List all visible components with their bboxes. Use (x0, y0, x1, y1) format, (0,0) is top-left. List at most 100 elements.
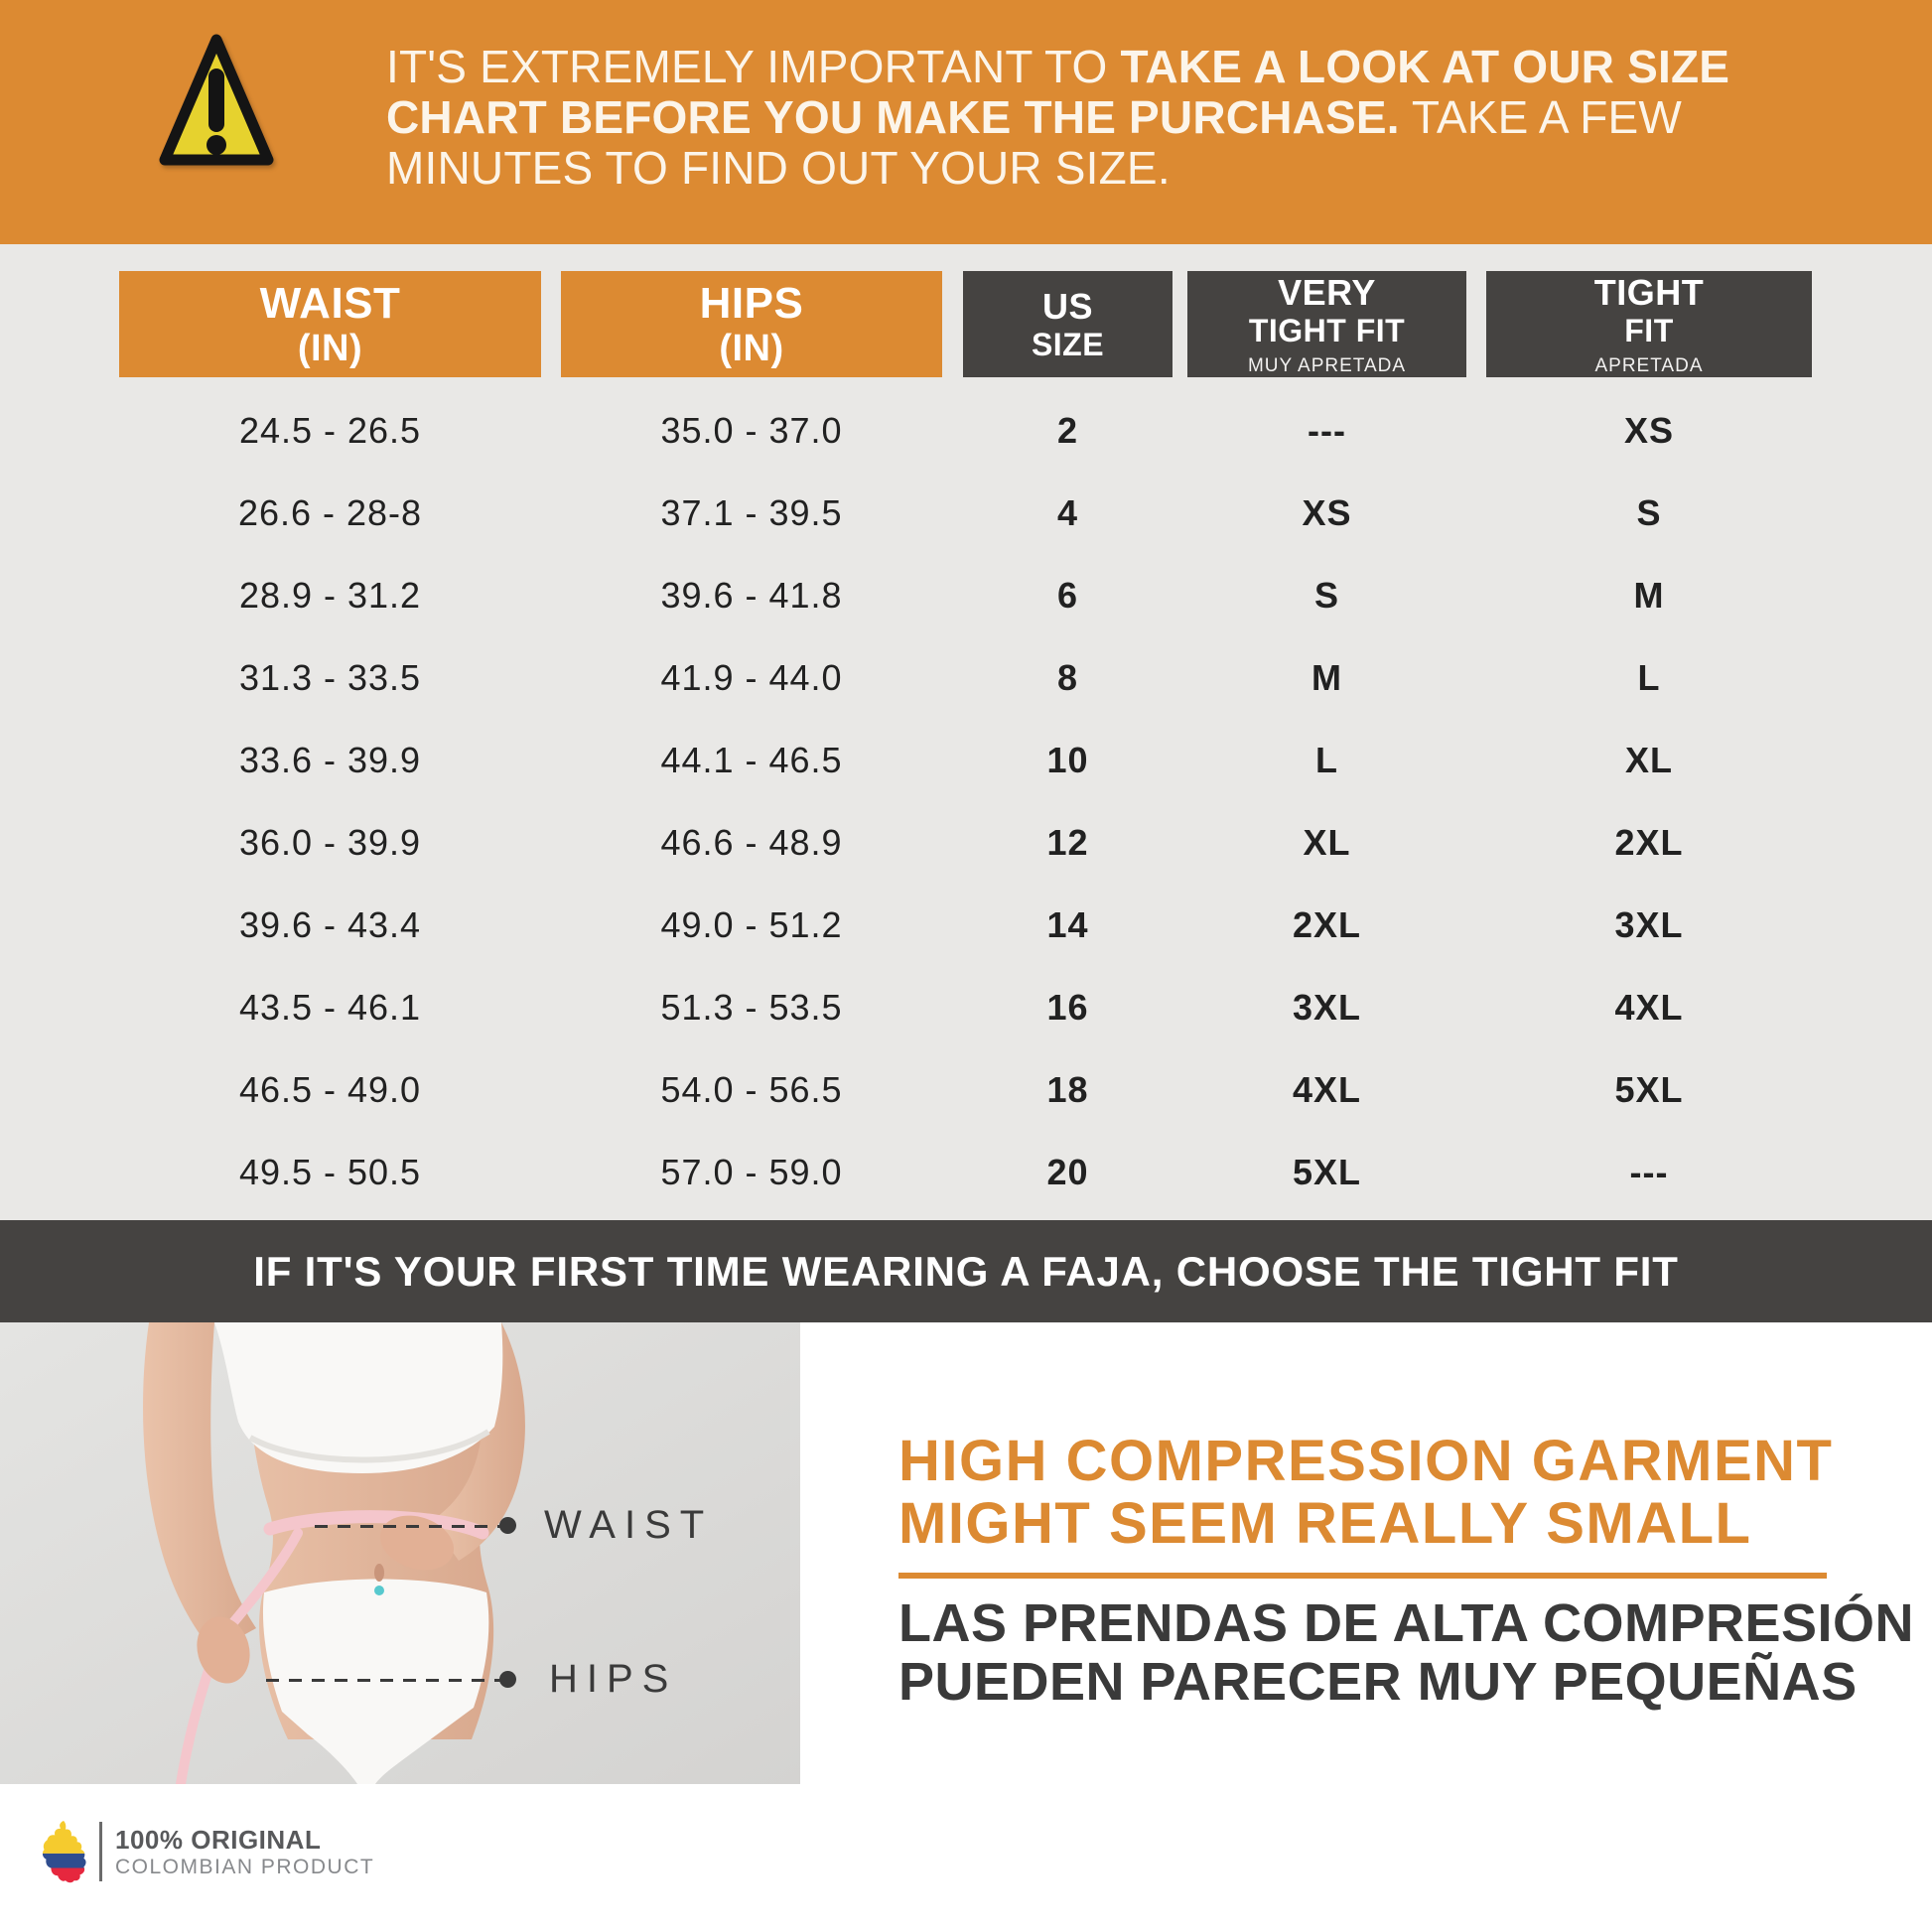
table-cell: 41.9 - 44.0 (660, 656, 843, 698)
measurement-section: WAIST HIPS HIGH COMPRESSION GARMENT MIGH… (0, 1322, 1932, 1932)
banner-text-line: MINUTES TO FIND OUT YOUR SIZE. (386, 143, 1729, 194)
header-label: (IN) (297, 327, 363, 369)
table-cell: XS (1302, 491, 1352, 533)
table-cell: 4XL (1614, 986, 1684, 1028)
table-row: 24.5 - 26.5 35.0 - 37.0 2 --- XS (0, 389, 1932, 472)
hips-label: HIPS (549, 1657, 678, 1701)
compression-title-line2: MIGHT SEEM REALLY SMALL (898, 1491, 1752, 1556)
first-time-banner-text: IF IT'S YOUR FIRST TIME WEARING A FAJA, … (253, 1247, 1679, 1295)
table-cell: 5XL (1292, 1151, 1362, 1192)
table-cell: 12 (1046, 821, 1089, 863)
table-cell: 46.5 - 49.0 (238, 1068, 422, 1110)
table-cell: 10 (1046, 739, 1089, 780)
table-cell: M (1633, 574, 1665, 616)
table-row: 43.5 - 46.1 51.3 - 53.5 16 3XL 4XL (0, 966, 1932, 1048)
banner-text-segment: TAKE A LOOK AT OUR SIZE (1120, 41, 1730, 92)
header-label: SIZE (1031, 326, 1105, 362)
banner-text-segment: TAKE A FEW (1399, 91, 1683, 143)
waist-callout-line (315, 1525, 503, 1528)
table-cell: XS (1623, 409, 1675, 451)
banner-text-segment: CHART BEFORE YOU MAKE THE PURCHASE. (386, 91, 1400, 143)
header-label: FIT (1624, 312, 1674, 348)
warning-triangle-icon (159, 34, 274, 166)
banner-text-segment: IT'S EXTREMELY IMPORTANT TO (386, 41, 1121, 92)
table-cell: L (1315, 739, 1338, 780)
column-header-us: US SIZE (963, 271, 1173, 377)
header-subtitle: APRETADA (1594, 354, 1704, 376)
compression-title-line1: HIGH COMPRESSION GARMENT (898, 1429, 1834, 1493)
table-row: 28.9 - 31.2 39.6 - 41.8 6 S M (0, 554, 1932, 636)
hips-callout-dot (499, 1671, 516, 1688)
table-cell: 51.3 - 53.5 (660, 986, 843, 1028)
table-row: 31.3 - 33.5 41.9 - 44.0 8 M L (0, 636, 1932, 719)
header-label: VERY (1278, 271, 1376, 313)
table-cell: 2XL (1292, 903, 1362, 945)
table-cell: 26.6 - 28-8 (237, 491, 423, 533)
table-cell: 33.6 - 39.9 (238, 739, 422, 780)
table-cell: 24.5 - 26.5 (238, 409, 422, 451)
table-cell: 2 (1056, 409, 1079, 451)
banner-text-line: CHART BEFORE YOU MAKE THE PURCHASE. TAKE… (386, 92, 1729, 143)
table-row: 49.5 - 50.5 57.0 - 59.0 20 5XL --- (0, 1131, 1932, 1213)
table-cell: 54.0 - 56.5 (660, 1068, 843, 1110)
orange-divider (898, 1573, 1827, 1579)
header-label: WAIST (259, 278, 401, 328)
table-cell: 8 (1056, 656, 1079, 698)
table-cell: 4XL (1292, 1068, 1362, 1110)
waist-label: WAIST (544, 1503, 714, 1547)
table-cell: 28.9 - 31.2 (238, 574, 422, 616)
table-row: 46.5 - 49.0 54.0 - 56.5 18 4XL 5XL (0, 1048, 1932, 1131)
first-time-banner: IF IT'S YOUR FIRST TIME WEARING A FAJA, … (0, 1220, 1932, 1322)
table-cell: M (1311, 656, 1342, 698)
table-cell: 39.6 - 43.4 (238, 903, 422, 945)
table-cell: 16 (1046, 986, 1089, 1028)
header-label: (IN) (719, 327, 784, 369)
table-cell: XL (1303, 821, 1351, 863)
table-cell: 46.6 - 48.9 (660, 821, 843, 863)
column-header-tight: TIGHT FIT APRETADA (1486, 271, 1812, 377)
table-cell: 20 (1046, 1151, 1089, 1192)
table-cell: 3XL (1292, 986, 1362, 1028)
header-label: US (1041, 285, 1093, 327)
colombia-map-icon (42, 1820, 86, 1883)
table-cell: S (1636, 491, 1662, 533)
banner-text-segment: MINUTES TO FIND OUT YOUR SIZE. (386, 142, 1171, 194)
table-cell: --- (1629, 1151, 1669, 1192)
table-cell: 44.1 - 46.5 (660, 739, 843, 780)
table-cell: 43.5 - 46.1 (238, 986, 422, 1028)
column-header-hips: HIPS (IN) (561, 271, 942, 377)
hips-callout-line (266, 1679, 504, 1682)
woman-measuring-illustration (0, 1322, 800, 1784)
table-cell: 31.3 - 33.5 (238, 656, 422, 698)
logo-text: 100% ORIGINAL COLOMBIAN PRODUCT (115, 1825, 374, 1879)
table-cell: 49.5 - 50.5 (238, 1151, 422, 1192)
table-cell: 5XL (1614, 1068, 1684, 1110)
table-cell: 3XL (1614, 903, 1684, 945)
compression-note: HIGH COMPRESSION GARMENT MIGHT SEEM REAL… (898, 1429, 1914, 1712)
waist-callout-dot (499, 1517, 516, 1534)
measurement-photo: WAIST HIPS (0, 1322, 800, 1784)
table-cell: L (1637, 656, 1661, 698)
banner-text-line: IT'S EXTREMELY IMPORTANT TO TAKE A LOOK … (386, 42, 1729, 92)
table-row: 33.6 - 39.9 44.1 - 46.5 10 L XL (0, 719, 1932, 801)
header-label: TIGHT (1593, 271, 1705, 313)
logo-line2: COLOMBIAN PRODUCT (115, 1855, 375, 1878)
header-subtitle: MUY APRETADA (1247, 354, 1407, 376)
column-header-very: VERY TIGHT FIT MUY APRETADA (1187, 271, 1466, 377)
table-cell: 18 (1046, 1068, 1089, 1110)
header-label: HIPS (699, 278, 804, 328)
table-cell: 14 (1046, 903, 1089, 945)
header-label: TIGHT FIT (1248, 312, 1406, 348)
table-cell: S (1313, 574, 1339, 616)
table-cell: 39.6 - 41.8 (660, 574, 843, 616)
column-header-waist: WAIST (IN) (119, 271, 541, 377)
table-cell: 49.0 - 51.2 (660, 903, 843, 945)
table-cell: 2XL (1614, 821, 1684, 863)
warning-banner: IT'S EXTREMELY IMPORTANT TO TAKE A LOOK … (0, 0, 1932, 244)
compression-subtitle-line2: PUEDEN PARECER MUY PEQUEÑAS (898, 1652, 1858, 1712)
table-row: 39.6 - 43.4 49.0 - 51.2 14 2XL 3XL (0, 884, 1932, 966)
logo-line1: 100% ORIGINAL (115, 1824, 322, 1855)
size-chart-table: WAIST (IN) HIPS (IN) US SIZE VERY TIGHT FIT MUY … (0, 244, 1932, 1220)
table-cell: 37.1 - 39.5 (660, 491, 843, 533)
